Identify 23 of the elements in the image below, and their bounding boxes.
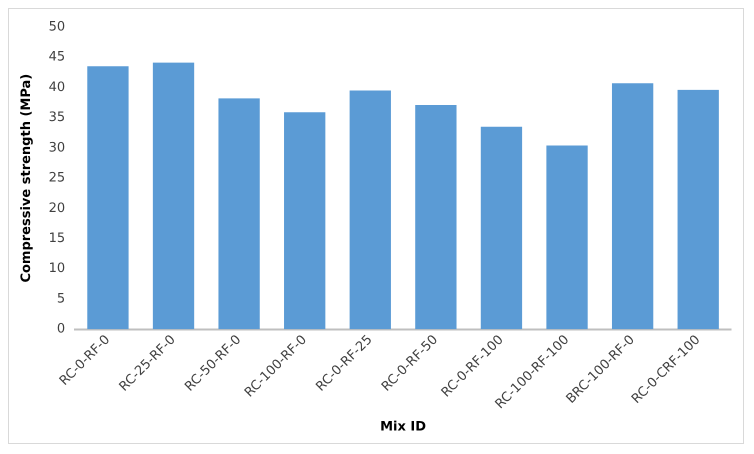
bar	[678, 90, 719, 330]
bar	[87, 66, 129, 330]
bar	[350, 90, 391, 330]
y-tick-label: 10	[48, 261, 66, 276]
y-tick-label: 35	[48, 110, 66, 126]
x-axis-title: Mix ID	[380, 420, 426, 435]
y-tick-label: 30	[48, 140, 66, 156]
bar	[480, 126, 522, 330]
y-tick-label: 20	[48, 200, 66, 216]
y-tick-label: 0	[56, 322, 66, 337]
y-tick-label: 25	[48, 170, 66, 186]
bar	[546, 146, 588, 330]
y-axis-title: Compressive strength (MPa)	[19, 74, 34, 283]
bar	[152, 62, 194, 330]
bar	[284, 112, 326, 330]
y-tick-label: 50	[48, 19, 66, 34]
y-tick-label: 40	[48, 80, 66, 95]
y-tick-label: 5	[56, 291, 66, 306]
y-tick-label: 45	[48, 50, 66, 65]
y-tick-label: 15	[48, 230, 66, 246]
bar	[415, 104, 457, 330]
bar	[218, 98, 260, 330]
bar	[612, 83, 654, 330]
